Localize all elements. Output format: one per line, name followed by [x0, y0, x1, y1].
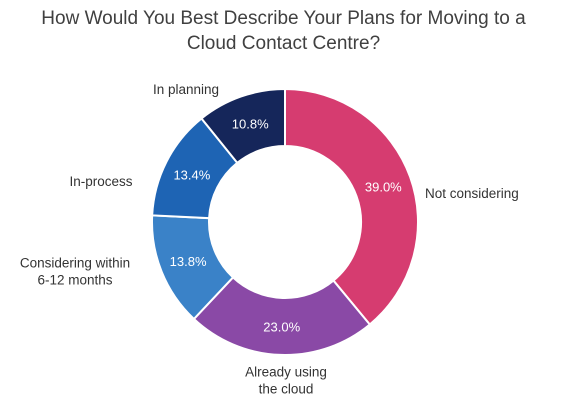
chart-title-line-1: How Would You Best Describe Your Plans f…	[41, 8, 526, 29]
category-label-line: the cloud	[259, 382, 314, 397]
slice-not-considering	[284, 87, 419, 326]
category-label-already-using-the-cloud: Already using the cloud	[245, 365, 327, 397]
value-label-already-using-the-cloud: 23.0%	[263, 319, 300, 334]
category-label-line: In planning	[153, 82, 219, 97]
chart-title-line-2: Cloud Contact Centre?	[186, 33, 381, 54]
slice-in-planning	[200, 87, 286, 165]
category-label-line: Already using	[245, 365, 327, 380]
category-label-not-considering: Not considering	[425, 186, 519, 201]
category-label-considering-within-6-12-months: Considering within 6-12 months	[20, 256, 130, 288]
category-label-in-process: In-process	[69, 174, 132, 189]
category-label-line: 6-12 months	[37, 273, 112, 288]
category-label-line: Not considering	[425, 186, 519, 201]
value-label-in-process: 13.4%	[173, 168, 210, 183]
donut-slices	[151, 87, 419, 356]
value-label-not-considering: 39.0%	[365, 180, 402, 195]
donut-category-labels: Not considering Already using the cloud Con…	[20, 82, 519, 397]
value-label-considering-within-6-12-months: 13.8%	[170, 254, 207, 269]
value-label-in-planning: 10.8%	[232, 116, 269, 131]
category-label-line: In-process	[69, 174, 132, 189]
chart-title: How Would You Best Describe Your Plans f…	[0, 6, 567, 56]
donut-value-labels: 39.0% 23.0% 13.8% 13.4% 10.8%	[170, 116, 403, 334]
category-label-in-planning: In planning	[153, 82, 219, 97]
category-label-line: Considering within	[20, 256, 130, 271]
